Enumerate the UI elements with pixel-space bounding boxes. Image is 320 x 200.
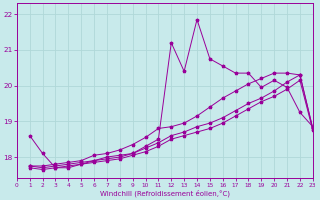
- X-axis label: Windchill (Refroidissement éolien,°C): Windchill (Refroidissement éolien,°C): [100, 189, 230, 197]
